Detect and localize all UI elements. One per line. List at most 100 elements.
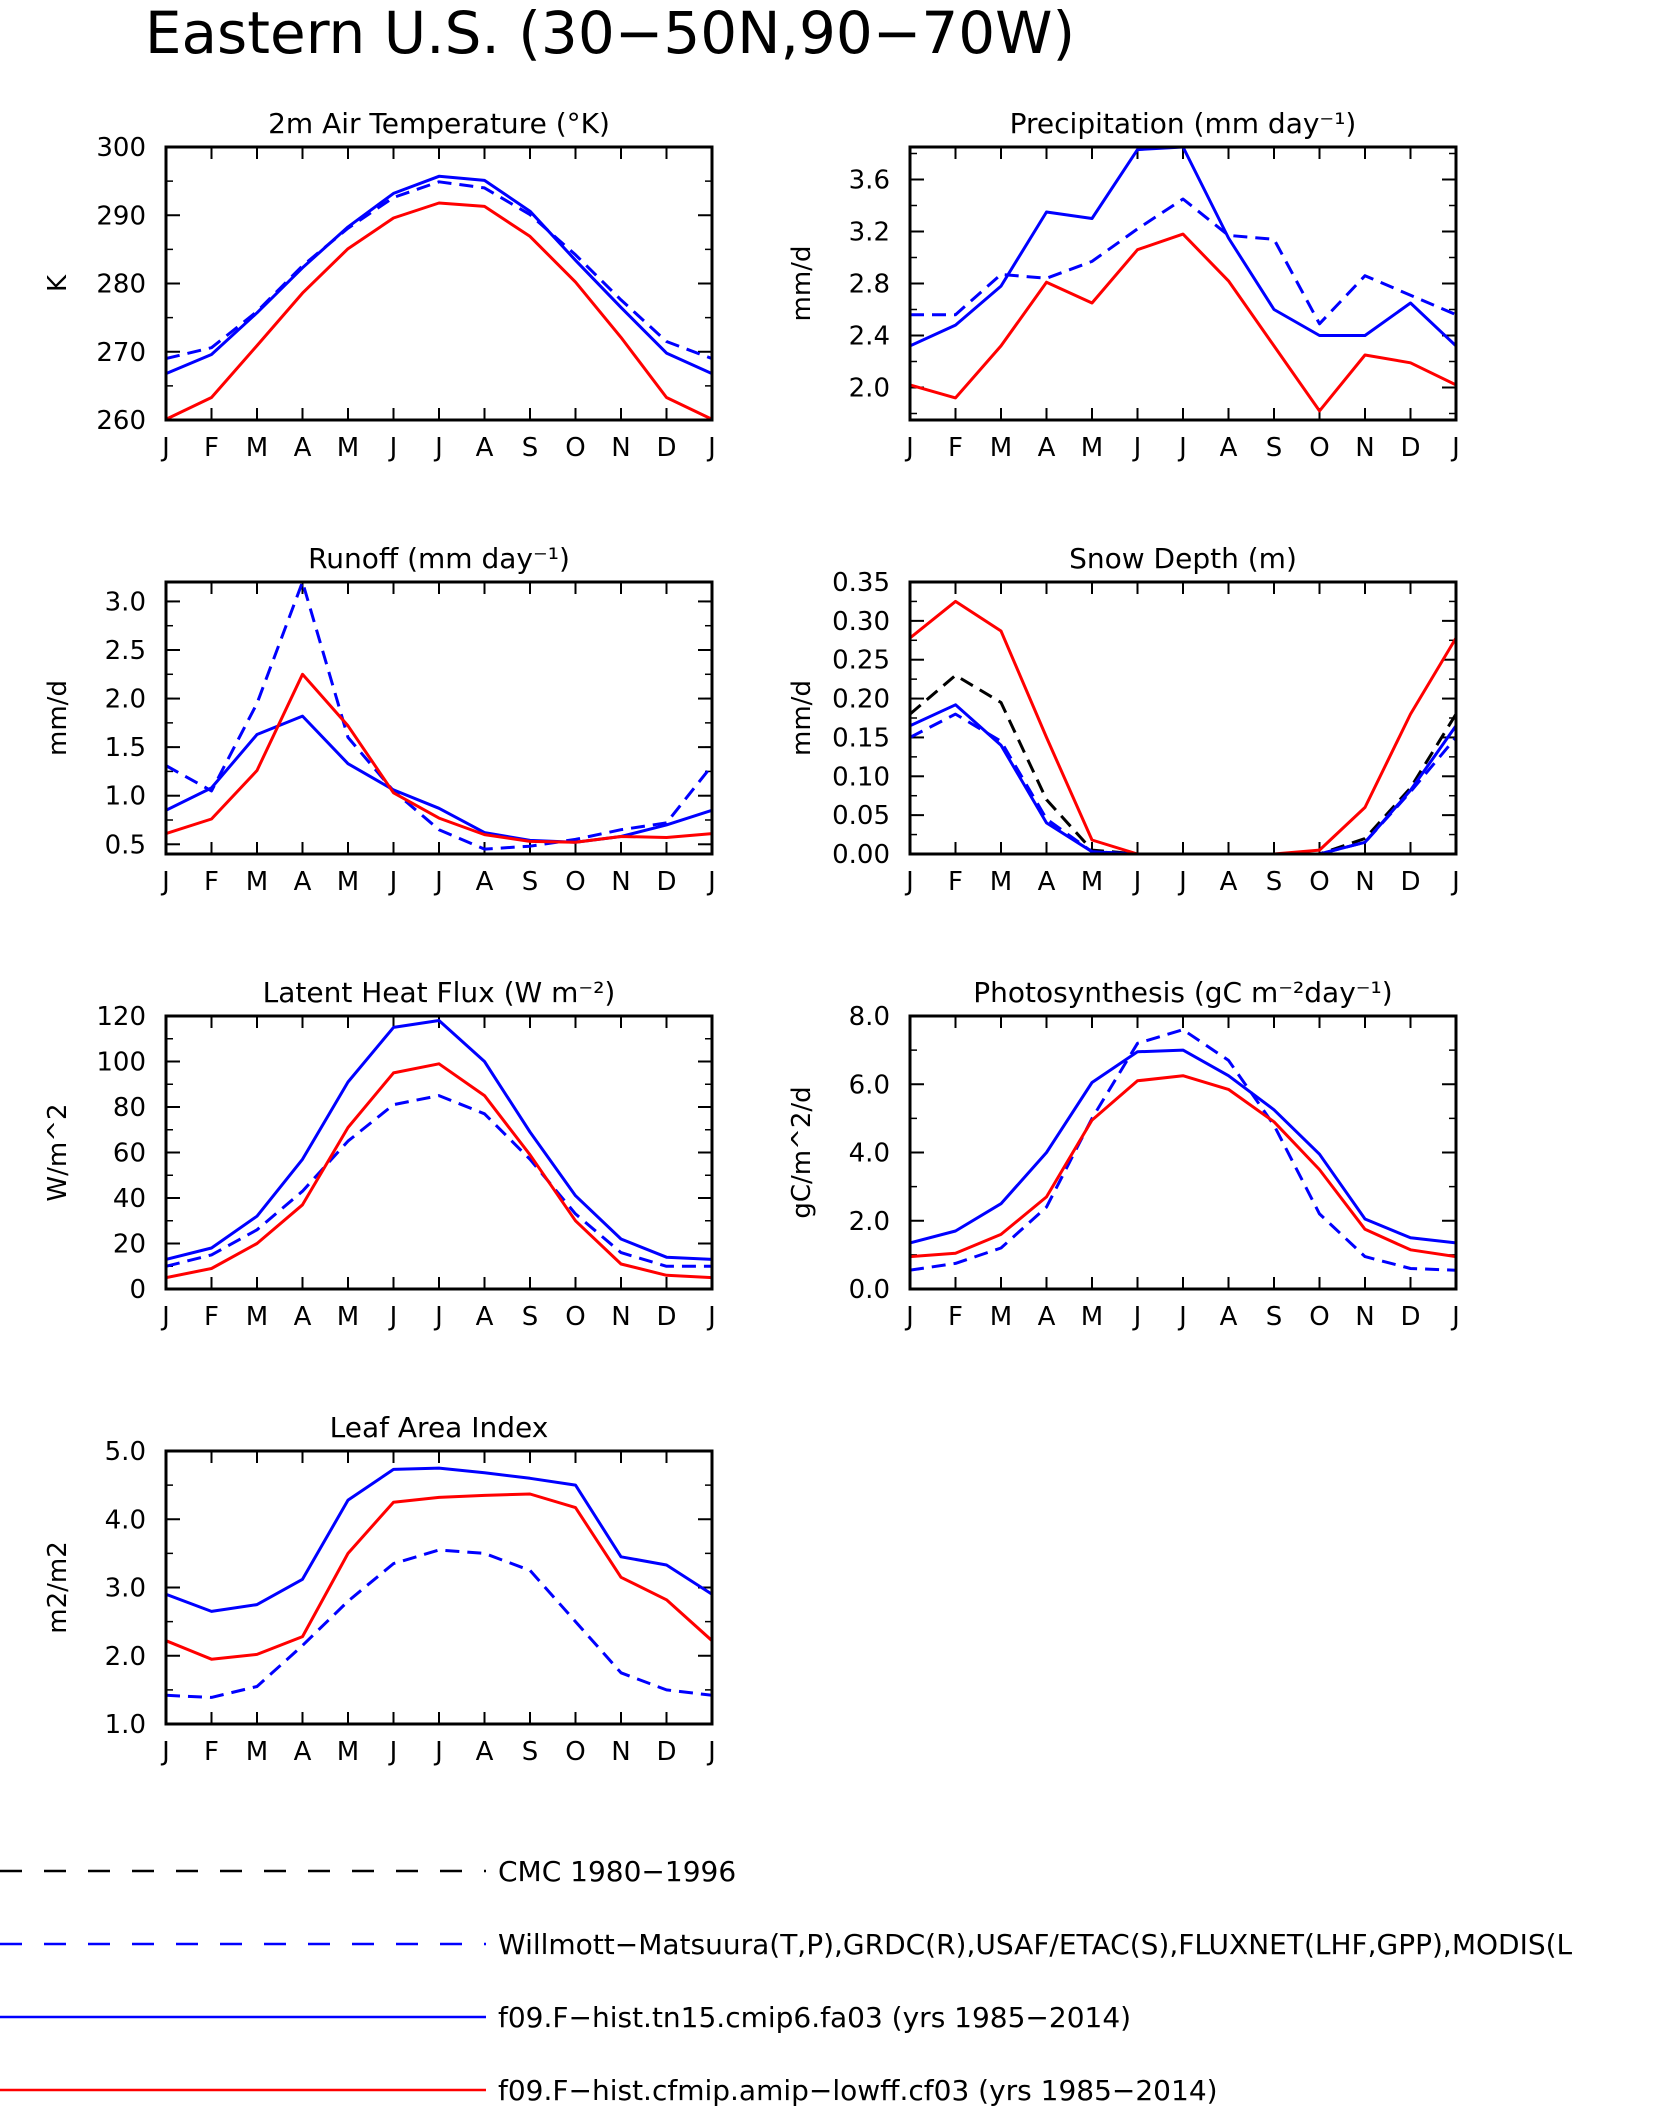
x-tick-label: J xyxy=(388,1302,398,1332)
plot-frame xyxy=(908,1014,1458,1291)
x-tick-label: S xyxy=(522,1302,539,1332)
x-tick-label: A xyxy=(476,433,494,463)
y-tick-label: 2.5 xyxy=(105,636,146,666)
x-tick-label: J xyxy=(706,1737,716,1767)
series-line-4 xyxy=(910,599,1456,854)
x-tick-label: A xyxy=(294,1302,312,1332)
x-tick-label: F xyxy=(948,1302,963,1332)
series-line-3 xyxy=(166,1062,712,1280)
x-tick-label: J xyxy=(433,867,443,897)
x-tick-label: J xyxy=(1177,433,1187,463)
x-tick-label: S xyxy=(522,433,539,463)
x-tick-label: J xyxy=(160,867,170,897)
y-axis-label: mm/d xyxy=(787,680,817,756)
plot-frame xyxy=(908,145,1458,422)
x-tick-label: M xyxy=(246,433,268,463)
x-tick-label: A xyxy=(294,867,312,897)
series-line-1 xyxy=(910,197,1456,326)
x-tick-label: A xyxy=(1038,433,1056,463)
y-tick-label: 3.0 xyxy=(105,1574,146,1604)
y-tick-label: 80 xyxy=(113,1093,146,1123)
series-line-2 xyxy=(166,174,712,375)
x-tick-label: N xyxy=(1355,867,1374,897)
x-tick-label: N xyxy=(611,433,630,463)
x-tick-label: F xyxy=(204,433,219,463)
y-tick-label: 4.0 xyxy=(849,1139,890,1169)
x-tick-label: A xyxy=(476,1302,494,1332)
x-tick-label: J xyxy=(706,867,716,897)
panel-title: Precipitation (mm day⁻¹) xyxy=(1010,107,1357,140)
x-tick-label: N xyxy=(1355,1302,1374,1332)
x-tick-label: J xyxy=(1132,867,1142,897)
x-tick-label: M xyxy=(337,867,359,897)
y-tick-label: 0.0 xyxy=(849,1275,890,1305)
y-tick-label: 4.0 xyxy=(105,1505,146,1535)
x-tick-label: J xyxy=(706,1302,716,1332)
series-line-1 xyxy=(910,673,1456,854)
y-tick-label: 5.0 xyxy=(105,1437,146,1467)
x-tick-label: M xyxy=(1081,867,1103,897)
y-tick-label: 300 xyxy=(96,133,146,163)
x-tick-label: F xyxy=(204,1737,219,1767)
y-axis-label: mm/d xyxy=(43,680,73,756)
legend-item-1: CMC 1980−1996 xyxy=(0,1855,736,1888)
series-line-1 xyxy=(166,1548,712,1699)
x-tick-label: N xyxy=(611,867,630,897)
y-tick-label: 3.6 xyxy=(849,166,890,196)
x-tick-label: M xyxy=(246,867,268,897)
x-tick-label: M xyxy=(1081,433,1103,463)
x-tick-label: M xyxy=(246,1302,268,1332)
x-tick-label: O xyxy=(565,1737,585,1767)
x-tick-label: F xyxy=(204,867,219,897)
y-axis-label: m2/m2 xyxy=(43,1541,73,1634)
x-tick-label: D xyxy=(1400,433,1420,463)
series-line-2 xyxy=(166,1019,712,1261)
x-tick-label: D xyxy=(656,1737,676,1767)
x-tick-label: D xyxy=(656,433,676,463)
series-line-3 xyxy=(166,672,712,844)
x-tick-label: F xyxy=(948,433,963,463)
legend-item-2: Willmott−Matsuura(T,P),GRDC(R),USAF/ETAC… xyxy=(0,1928,1573,1961)
x-tick-label: A xyxy=(476,867,494,897)
x-tick-label: J xyxy=(904,1302,914,1332)
x-tick-label: M xyxy=(990,433,1012,463)
x-tick-label: J xyxy=(1177,1302,1187,1332)
x-tick-label: O xyxy=(565,1302,585,1332)
series-line-2 xyxy=(910,147,1456,348)
x-tick-label: S xyxy=(1266,1302,1283,1332)
x-tick-label: J xyxy=(904,867,914,897)
x-tick-label: A xyxy=(294,433,312,463)
x-tick-label: J xyxy=(1177,867,1187,897)
x-tick-label: J xyxy=(706,433,716,463)
y-tick-label: 280 xyxy=(96,270,146,300)
x-tick-label: M xyxy=(337,1737,359,1767)
y-tick-label: 2.0 xyxy=(105,685,146,715)
series-line-3 xyxy=(166,1492,712,1661)
x-tick-label: S xyxy=(522,1737,539,1767)
x-tick-label: J xyxy=(1450,433,1460,463)
plot-frame xyxy=(164,580,714,856)
x-tick-label: S xyxy=(1266,433,1283,463)
x-tick-label: M xyxy=(990,867,1012,897)
x-tick-label: J xyxy=(160,1302,170,1332)
series-line-2 xyxy=(166,1466,712,1613)
x-tick-label: A xyxy=(1038,1302,1056,1332)
x-tick-label: J xyxy=(433,1737,443,1767)
y-tick-label: 2.0 xyxy=(105,1642,146,1672)
y-axis-label: K xyxy=(43,274,73,292)
x-tick-label: J xyxy=(1132,433,1142,463)
y-tick-label: 0.30 xyxy=(832,607,890,637)
x-tick-label: D xyxy=(656,1302,676,1332)
panel-title: Snow Depth (m) xyxy=(1069,542,1297,575)
x-tick-label: F xyxy=(204,1302,219,1332)
y-tick-label: 3.2 xyxy=(849,218,890,248)
x-tick-label: A xyxy=(1220,433,1238,463)
x-tick-label: M xyxy=(246,1737,268,1767)
x-tick-label: J xyxy=(160,433,170,463)
series-line-1 xyxy=(166,582,712,851)
y-tick-label: 2.4 xyxy=(849,322,890,352)
x-tick-label: J xyxy=(904,433,914,463)
y-tick-label: 0.00 xyxy=(832,840,890,870)
y-axis-label: W/m^2 xyxy=(43,1103,73,1201)
